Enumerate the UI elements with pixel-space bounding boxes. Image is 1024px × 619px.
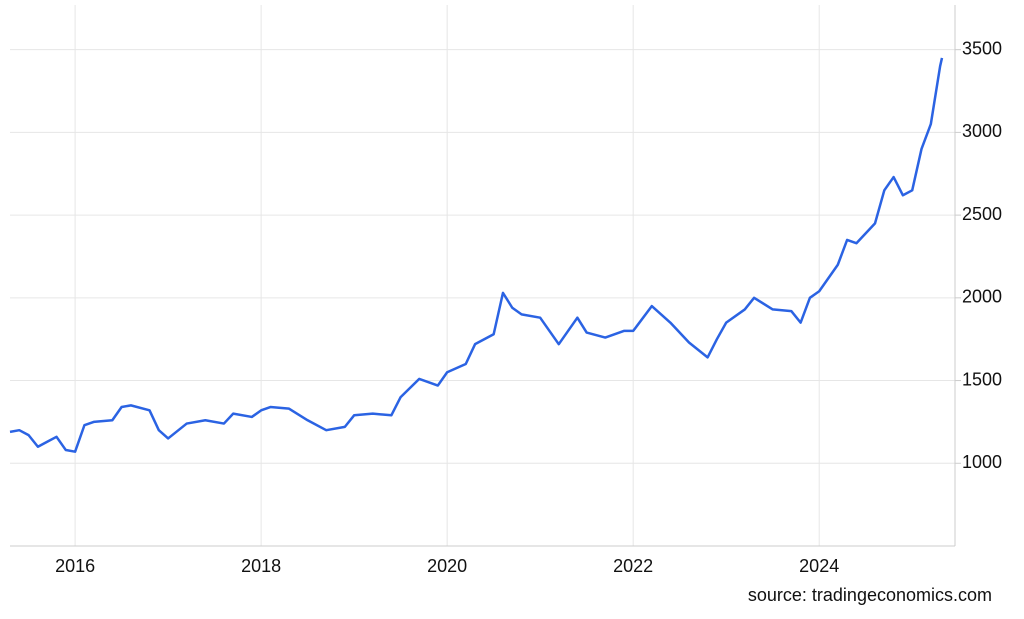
x-tick-label: 2024 bbox=[799, 556, 839, 576]
y-tick-label: 1000 bbox=[962, 452, 1002, 472]
x-tick-label: 2018 bbox=[241, 556, 281, 576]
y-tick-label: 2000 bbox=[962, 287, 1002, 307]
y-tick-label: 3500 bbox=[962, 38, 1002, 58]
data-line bbox=[9, 57, 944, 453]
x-tick-label: 2020 bbox=[427, 556, 467, 576]
y-tick-label: 2500 bbox=[962, 204, 1002, 224]
x-tick-label: 2016 bbox=[55, 556, 95, 576]
y-tick-label: 1500 bbox=[962, 369, 1002, 389]
y-tick-label: 3000 bbox=[962, 121, 1002, 141]
source-note: source: tradingeconomics.com bbox=[748, 585, 992, 605]
x-tick-label: 2022 bbox=[613, 556, 653, 576]
